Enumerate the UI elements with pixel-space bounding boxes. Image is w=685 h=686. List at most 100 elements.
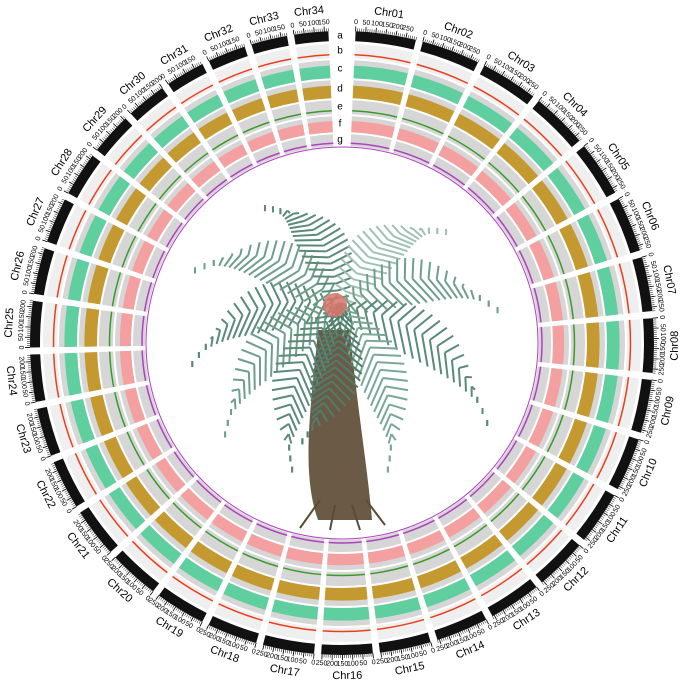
minor-tick <box>632 226 636 229</box>
leaflet <box>339 321 359 339</box>
leaflet <box>344 321 355 347</box>
minor-tick <box>576 548 580 551</box>
tick <box>623 205 628 209</box>
minor-tick <box>416 645 418 649</box>
leaflet <box>373 353 402 357</box>
minor-tick <box>118 120 122 123</box>
minor-tick <box>401 33 403 37</box>
track-line <box>438 498 468 519</box>
tick <box>395 30 398 36</box>
minor-tick <box>567 124 570 128</box>
tick-label: 0 <box>251 648 257 656</box>
leaflet <box>231 388 240 392</box>
minor-tick <box>629 221 633 223</box>
minor-tick <box>474 57 476 61</box>
track-background <box>494 211 526 248</box>
leaflet <box>293 211 300 215</box>
minor-tick <box>614 189 618 192</box>
tick <box>553 110 558 115</box>
minor-tick <box>194 64 197 68</box>
minor-tick <box>403 34 405 38</box>
minor-tick <box>56 209 60 212</box>
tick-label: 200 <box>386 656 399 665</box>
leaflet <box>411 278 435 302</box>
tick <box>470 54 474 59</box>
minor-tick <box>601 515 605 519</box>
minor-tick <box>88 155 92 158</box>
chromosome-ideogram <box>130 87 169 121</box>
track-fill <box>475 170 512 207</box>
tick-label: 0 <box>311 659 316 666</box>
leaflet <box>310 387 331 402</box>
track-line <box>563 370 574 411</box>
tick-label: 250 <box>198 628 212 639</box>
minor-tick <box>83 521 87 524</box>
track-background <box>151 168 184 202</box>
minor-tick <box>32 399 36 401</box>
tick-label: 0 <box>160 73 167 81</box>
track-fill <box>285 547 324 565</box>
minor-tick <box>599 165 603 168</box>
track-line <box>297 54 330 59</box>
minor-tick <box>57 208 61 210</box>
minor-tick <box>227 633 230 637</box>
minor-tick <box>193 618 196 621</box>
minor-tick <box>503 73 506 77</box>
tick-label: 0 <box>86 141 94 148</box>
minor-tick <box>199 61 202 65</box>
track-fill <box>64 352 82 396</box>
chromosome-ideogram <box>208 615 259 643</box>
minor-tick <box>117 121 120 125</box>
minor-tick <box>456 633 458 637</box>
tick <box>422 36 425 42</box>
leaflet <box>390 413 404 421</box>
leaflet <box>282 210 289 218</box>
tick <box>460 49 464 55</box>
minor-tick <box>160 597 163 601</box>
tick <box>28 391 34 394</box>
tick <box>93 536 98 541</box>
track-fill <box>190 541 233 574</box>
minor-tick <box>428 642 430 646</box>
minor-tick <box>85 160 88 163</box>
tick <box>150 89 155 95</box>
track-fill <box>367 545 406 564</box>
track-background <box>199 528 240 561</box>
minor-tick <box>530 92 533 95</box>
leaflet <box>278 353 307 357</box>
minor-tick <box>58 204 62 207</box>
tick <box>467 628 471 634</box>
chromosome-ideogram <box>46 199 74 245</box>
chromosome-ideogram <box>378 632 431 653</box>
leaflet <box>270 240 278 260</box>
tick <box>601 167 607 172</box>
tick <box>538 96 543 102</box>
leaflet <box>310 359 338 379</box>
minor-tick <box>424 643 426 647</box>
minor-tick <box>569 555 573 559</box>
track-line <box>141 315 145 346</box>
track-line <box>114 134 143 166</box>
leaflet <box>368 255 397 265</box>
chromosome-ideogram <box>168 63 207 93</box>
minor-tick <box>46 449 50 452</box>
leaflet <box>287 433 293 444</box>
tick <box>159 83 163 89</box>
minor-tick <box>593 527 596 530</box>
tick-label: 150 <box>651 406 660 419</box>
tick <box>603 512 609 516</box>
minor-tick <box>393 32 395 36</box>
track-fill <box>576 372 598 418</box>
leaflet <box>324 315 341 331</box>
tick <box>36 426 42 429</box>
leaflet <box>347 244 365 263</box>
track-fill <box>595 374 618 423</box>
track-line <box>99 499 129 537</box>
track-line <box>488 162 520 193</box>
leaflet <box>382 413 392 431</box>
tick-label: 0 <box>541 90 549 98</box>
tick <box>163 601 168 606</box>
track-fill <box>67 258 90 302</box>
track-fill <box>231 564 275 591</box>
tick <box>234 44 238 50</box>
